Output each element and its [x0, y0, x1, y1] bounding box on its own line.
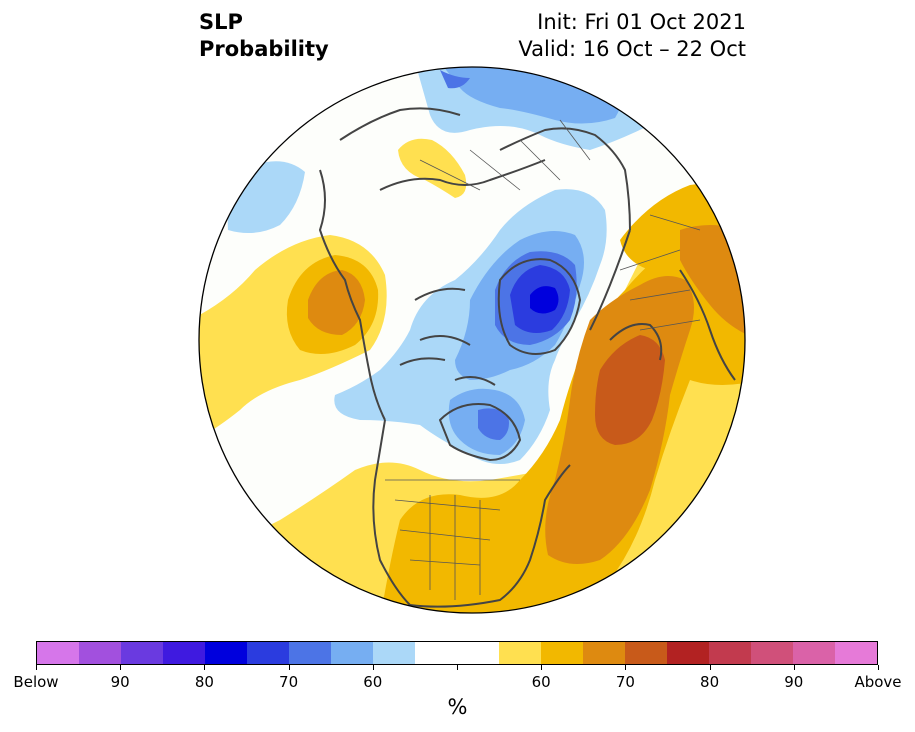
coast-europe-east	[679, 269, 736, 381]
colorbar-segment	[373, 642, 415, 664]
colorbar-segment	[793, 642, 835, 664]
colorbar-tick	[120, 665, 122, 670]
init-date-label: Init: Fri 01 Oct 2021	[537, 10, 746, 34]
colorbar-segment	[121, 642, 163, 664]
coast-west	[319, 169, 386, 421]
coast-greenland	[497, 258, 581, 355]
colorbar-segment	[37, 642, 79, 664]
colorbar-tick-labels: Below 90 80 70 60 60 70 80 90 Above	[13, 673, 901, 693]
border-europe	[619, 214, 701, 331]
colorbar-segment	[625, 642, 667, 664]
coast-north-america-east	[409, 464, 571, 608]
colorbar-segment	[247, 642, 289, 664]
product-label: Probability	[199, 37, 329, 61]
coast-hudson	[439, 403, 521, 461]
colorbar-segment	[499, 642, 541, 664]
warm-zone-europe-burnt	[595, 335, 665, 445]
colorbar-tick-label: 70	[615, 673, 635, 691]
colorbar-segment	[751, 642, 793, 664]
coast-north-america-west	[372, 419, 411, 606]
colorbar-tick-label: Above	[854, 673, 902, 691]
colorbar-unit-label: %	[447, 695, 468, 719]
colorbar-tick	[625, 665, 627, 670]
colorbar-tick-label: 80	[194, 673, 214, 691]
colorbar-segment	[163, 642, 205, 664]
blue-zone-core-navy	[530, 286, 559, 314]
border-usa-canada	[385, 479, 520, 600]
colorbar-segment	[709, 642, 751, 664]
colorbar-segment	[79, 642, 121, 664]
colorbar-tick	[541, 665, 543, 670]
variable-label: SLP	[199, 10, 243, 34]
colorbar-tick-label: 90	[110, 673, 130, 691]
colorbar-tick	[878, 665, 879, 670]
warm-zone-west-orange	[308, 270, 365, 335]
colorbar-tick	[204, 665, 206, 670]
colorbar-tick-label: 80	[700, 673, 720, 691]
valid-period-label: Valid: 16 Oct – 22 Oct	[518, 37, 746, 61]
colorbar-segment	[415, 642, 457, 664]
colorbar-tick-label: 60	[531, 673, 551, 691]
polar-map	[198, 66, 746, 614]
coast-arctic-islands	[399, 287, 496, 386]
border-asia	[419, 119, 591, 191]
colorbar-tick-label: 70	[279, 673, 299, 691]
colorbar-tick	[36, 665, 37, 670]
colorbar-segment	[541, 642, 583, 664]
borders	[385, 119, 701, 600]
coastlines	[319, 107, 736, 608]
colorbar-segment	[835, 642, 877, 664]
colorbar-segment	[331, 642, 373, 664]
coast-europe	[589, 229, 663, 361]
colorbar-segment	[205, 642, 247, 664]
colorbar-segment	[457, 642, 499, 664]
colorbar-segment	[289, 642, 331, 664]
colorbar-tick	[372, 665, 374, 670]
colorbar-segment	[583, 642, 625, 664]
colorbar-ticks	[36, 665, 879, 671]
above-normal-areas	[199, 138, 745, 613]
coast-north	[499, 127, 631, 231]
blue-zone-top-strong	[440, 70, 470, 89]
colorbar-tick	[793, 665, 795, 670]
colorbar-tick-label: Below	[13, 673, 59, 691]
colorbar-tick	[709, 665, 711, 670]
colorbar-tick	[288, 665, 290, 670]
coast-siberia	[339, 107, 546, 191]
colorbar-tick	[457, 665, 458, 670]
blue-zone-hudson-strong	[478, 408, 509, 440]
map-boundary	[198, 66, 746, 614]
colorbar-tick-label: 90	[784, 673, 804, 691]
colorbar-segment	[667, 642, 709, 664]
colorbar-tick-label: 60	[363, 673, 383, 691]
colorbar	[36, 641, 878, 665]
